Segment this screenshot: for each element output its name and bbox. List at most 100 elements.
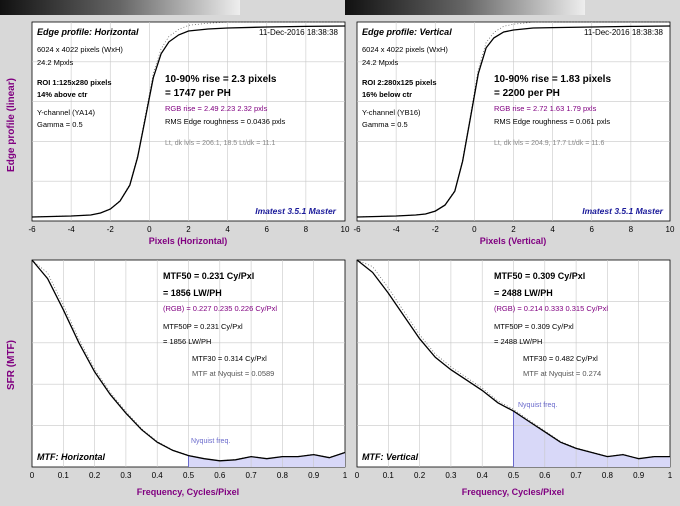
x-tick-label: 0.2 [414, 471, 426, 480]
resolution-text: 6024 x 4022 pixels (WxH) [362, 45, 448, 54]
x-axis-label: Pixels (Horizontal) [149, 236, 228, 246]
x-tick-label: 0.4 [152, 471, 164, 480]
x-tick-label: -4 [393, 225, 401, 234]
nyquist-label: Nyquist freq. [191, 438, 230, 445]
x-ticks: -6 -4 -2 0 2 4 6 8 10 [28, 225, 350, 234]
x-tick-label: 0.1 [58, 471, 70, 480]
x-ticks: 0 0.1 0.2 0.3 0.4 0.5 0.6 0.7 0.8 0.9 1 [355, 471, 673, 480]
x-tick-label: 0.7 [246, 471, 258, 480]
x-tick-label: 6 [590, 225, 595, 234]
mtf30-text: MTF30 = 0.314 Cy/Pxl [192, 354, 267, 363]
mtf50-text: MTF50 = 0.309 Cy/Pxl [494, 271, 585, 281]
roi-label: ROI 1: [37, 78, 59, 87]
panel-title: Edge profile: Vertical [362, 27, 452, 37]
rgb-mtf50-text: (RGB) = 0.214 0.333 0.315 Cy/Pxl [494, 304, 608, 313]
panel-edge-vertical: -6 -4 -2 0 2 4 6 8 10 Edge profile: Vertical 11-… [353, 21, 675, 246]
x-tick-label: 0.6 [539, 471, 551, 480]
mtf50p-text: MTF50P = 0.309 Cy/Pxl [494, 322, 574, 331]
levels-text: Lt, dk lvls = 206.1, 18.5 Lt/dk = 11.1 [165, 140, 275, 147]
x-tick-label: 0.6 [214, 471, 226, 480]
x-tick-label: 2 [511, 225, 516, 234]
edge-curve [356, 25, 671, 218]
y-axis-label-top: Edge profile (linear) [6, 78, 17, 172]
x-tick-label: 0.9 [308, 471, 320, 480]
x-tick-label: 10 [666, 225, 675, 234]
edge-curve-dotted [356, 21, 670, 218]
x-tick-label: 0.3 [120, 471, 132, 480]
roi-size: 280x125 pixels [384, 78, 437, 87]
panel-edge-horizontal: -6 -4 -2 0 2 4 6 8 10 Edge profile: Horizontal 1… [28, 21, 350, 246]
panel-mtf-horizontal: 0 0.1 0.2 0.3 0.4 0.5 0.6 0.7 0.8 0.9 1 MTF50 = 0.… [30, 259, 348, 497]
x-tick-label: 0.4 [477, 471, 489, 480]
panel-title: Edge profile: Horizontal [37, 27, 139, 37]
grid [357, 260, 670, 467]
x-tick-label: 0.8 [602, 471, 614, 480]
x-ticks: 0 0.1 0.2 0.3 0.4 0.5 0.6 0.7 0.8 0.9 1 [30, 471, 348, 480]
grid [357, 22, 670, 221]
per-ph-text: = 2200 per PH [494, 88, 560, 99]
x-tick-label: 0.8 [277, 471, 289, 480]
x-tick-label: 0.3 [445, 471, 457, 480]
mtf30-text: MTF30 = 0.482 Cy/Pxl [523, 354, 598, 363]
x-tick-label: 1 [668, 471, 673, 480]
x-tick-label: 0.5 [183, 471, 195, 480]
x-tick-label: 0.2 [89, 471, 101, 480]
gradient-strip-right [345, 0, 585, 15]
panel-mtf-vertical: 0 0.1 0.2 0.3 0.4 0.5 0.6 0.7 0.8 0.9 1 MTF50 = 0.… [355, 259, 673, 497]
x-tick-label: 0.1 [383, 471, 395, 480]
watermark: Imatest 3.5.1 Master [255, 206, 336, 216]
rgb-rise-text: RGB rise = 2.49 2.23 2.32 pxls [165, 104, 268, 113]
mtf50-text: MTF50 = 0.231 Cy/Pxl [163, 271, 254, 281]
x-tick-label: 0 [355, 471, 360, 480]
grid [32, 22, 345, 221]
x-tick-label: -2 [107, 225, 115, 234]
x-axis-label: Frequency, Cycles/Pixel [137, 487, 239, 497]
x-tick-label: 1 [343, 471, 348, 480]
x-tick-label: 6 [265, 225, 270, 234]
x-tick-label: 2 [186, 225, 191, 234]
resolution-text: 6024 x 4022 pixels (WxH) [37, 45, 123, 54]
x-tick-label: 0 [30, 471, 35, 480]
roi-label: ROI 2: [362, 78, 384, 87]
x-axis-label: Pixels (Vertical) [480, 236, 547, 246]
x-tick-label: -6 [28, 225, 36, 234]
edge-curve [31, 25, 346, 218]
x-tick-label: -4 [68, 225, 76, 234]
panel-title: MTF: Horizontal [37, 452, 105, 462]
rise-text: 10-90% rise = 2.3 pixels [165, 74, 277, 85]
x-tick-label: 4 [550, 225, 555, 234]
y-axis-label-bottom: SFR (MTF) [6, 340, 17, 390]
x-axis-label: Frequency, Cycles/Pixel [462, 487, 564, 497]
x-tick-label: -2 [432, 225, 440, 234]
megapixels-text: 24.2 Mpxls [362, 58, 399, 67]
gradient-strip [0, 0, 240, 15]
x-tick-label: 8 [304, 225, 309, 234]
x-tick-label: 8 [629, 225, 634, 234]
mtf-nyquist-text: MTF at Nyquist = 0.274 [523, 369, 601, 378]
mtf-nyquist-text: MTF at Nyquist = 0.0589 [192, 369, 274, 378]
roi-size: 125x280 pixels [59, 78, 112, 87]
x-tick-label: 10 [341, 225, 350, 234]
x-tick-label: 0.7 [571, 471, 583, 480]
x-ticks: -6 -4 -2 0 2 4 6 8 10 [353, 225, 675, 234]
x-tick-label: 0.5 [508, 471, 520, 480]
x-tick-label: 0 [147, 225, 152, 234]
levels-text: Lt, dk lvls = 204.9, 17.7 Lt/dk = 11.6 [494, 140, 604, 147]
channel-text: Y-channel (YB16) [362, 108, 421, 117]
panel-title: MTF: Vertical [362, 452, 419, 462]
megapixels-text: 24.2 Mpxls [37, 58, 74, 67]
gamma-text: Gamma = 0.5 [362, 120, 408, 129]
rgb-rise-text: RGB rise = 2.72 1.63 1.79 pxls [494, 104, 597, 113]
mtf50p-lwph-text: = 2488 LW/PH [494, 337, 542, 346]
roi-position: 16% below ctr [362, 90, 412, 99]
rise-text: 10-90% rise = 1.83 pixels [494, 74, 611, 85]
x-tick-label: 0 [472, 225, 477, 234]
gamma-text: Gamma = 0.5 [37, 120, 83, 129]
x-tick-label: 4 [225, 225, 230, 234]
roughness-text: RMS Edge roughness = 0.0436 pxls [165, 117, 286, 126]
beyond-nyquist-fill [513, 411, 670, 467]
per-ph-text: = 1747 per PH [165, 88, 231, 99]
channel-text: Y-channel (YA14) [37, 108, 95, 117]
